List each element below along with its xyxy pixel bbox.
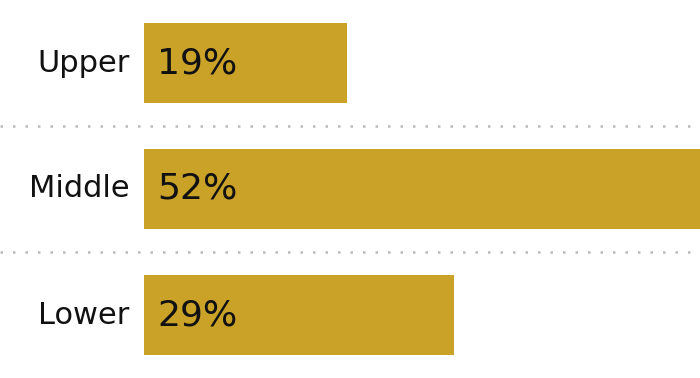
Text: Middle: Middle (29, 175, 130, 203)
Bar (144, 275, 454, 355)
Text: 52%: 52% (158, 172, 238, 206)
Bar (144, 149, 700, 229)
Text: Upper: Upper (37, 48, 130, 77)
Bar (144, 23, 346, 103)
Text: Lower: Lower (38, 301, 130, 330)
Text: 19%: 19% (158, 46, 238, 80)
Text: 29%: 29% (158, 298, 238, 332)
